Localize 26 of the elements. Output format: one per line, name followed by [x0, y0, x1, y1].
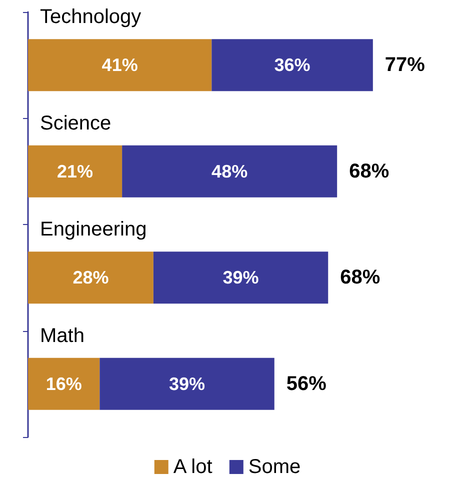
bar	[122, 145, 338, 198]
bar	[153, 252, 328, 304]
y-tick-label: Science	[40, 112, 112, 134]
legend-label: Some	[248, 456, 301, 478]
data-label: 39%	[169, 374, 206, 394]
bar	[28, 252, 154, 304]
data-label: 48%	[212, 161, 248, 182]
bar	[212, 39, 373, 92]
data-label: 39%	[222, 268, 259, 288]
total-label: 56%	[286, 372, 327, 395]
legend-label: A lot	[173, 456, 213, 478]
bar	[28, 39, 212, 92]
data-label: 36%	[274, 55, 310, 76]
bar	[100, 358, 274, 410]
bar	[28, 145, 122, 198]
y-tick-label: Technology	[40, 6, 142, 28]
total-label: 77%	[384, 54, 426, 76]
total-label: 68%	[349, 160, 390, 182]
data-label: 16%	[46, 374, 82, 394]
y-tick-label: Engineering	[40, 218, 147, 241]
y-tick-label: Math	[40, 324, 84, 347]
data-label: 41%	[102, 55, 138, 76]
bar	[28, 358, 100, 410]
data-label: 21%	[57, 161, 94, 182]
data-label: 28%	[72, 268, 109, 288]
total-label: 68%	[340, 266, 380, 289]
